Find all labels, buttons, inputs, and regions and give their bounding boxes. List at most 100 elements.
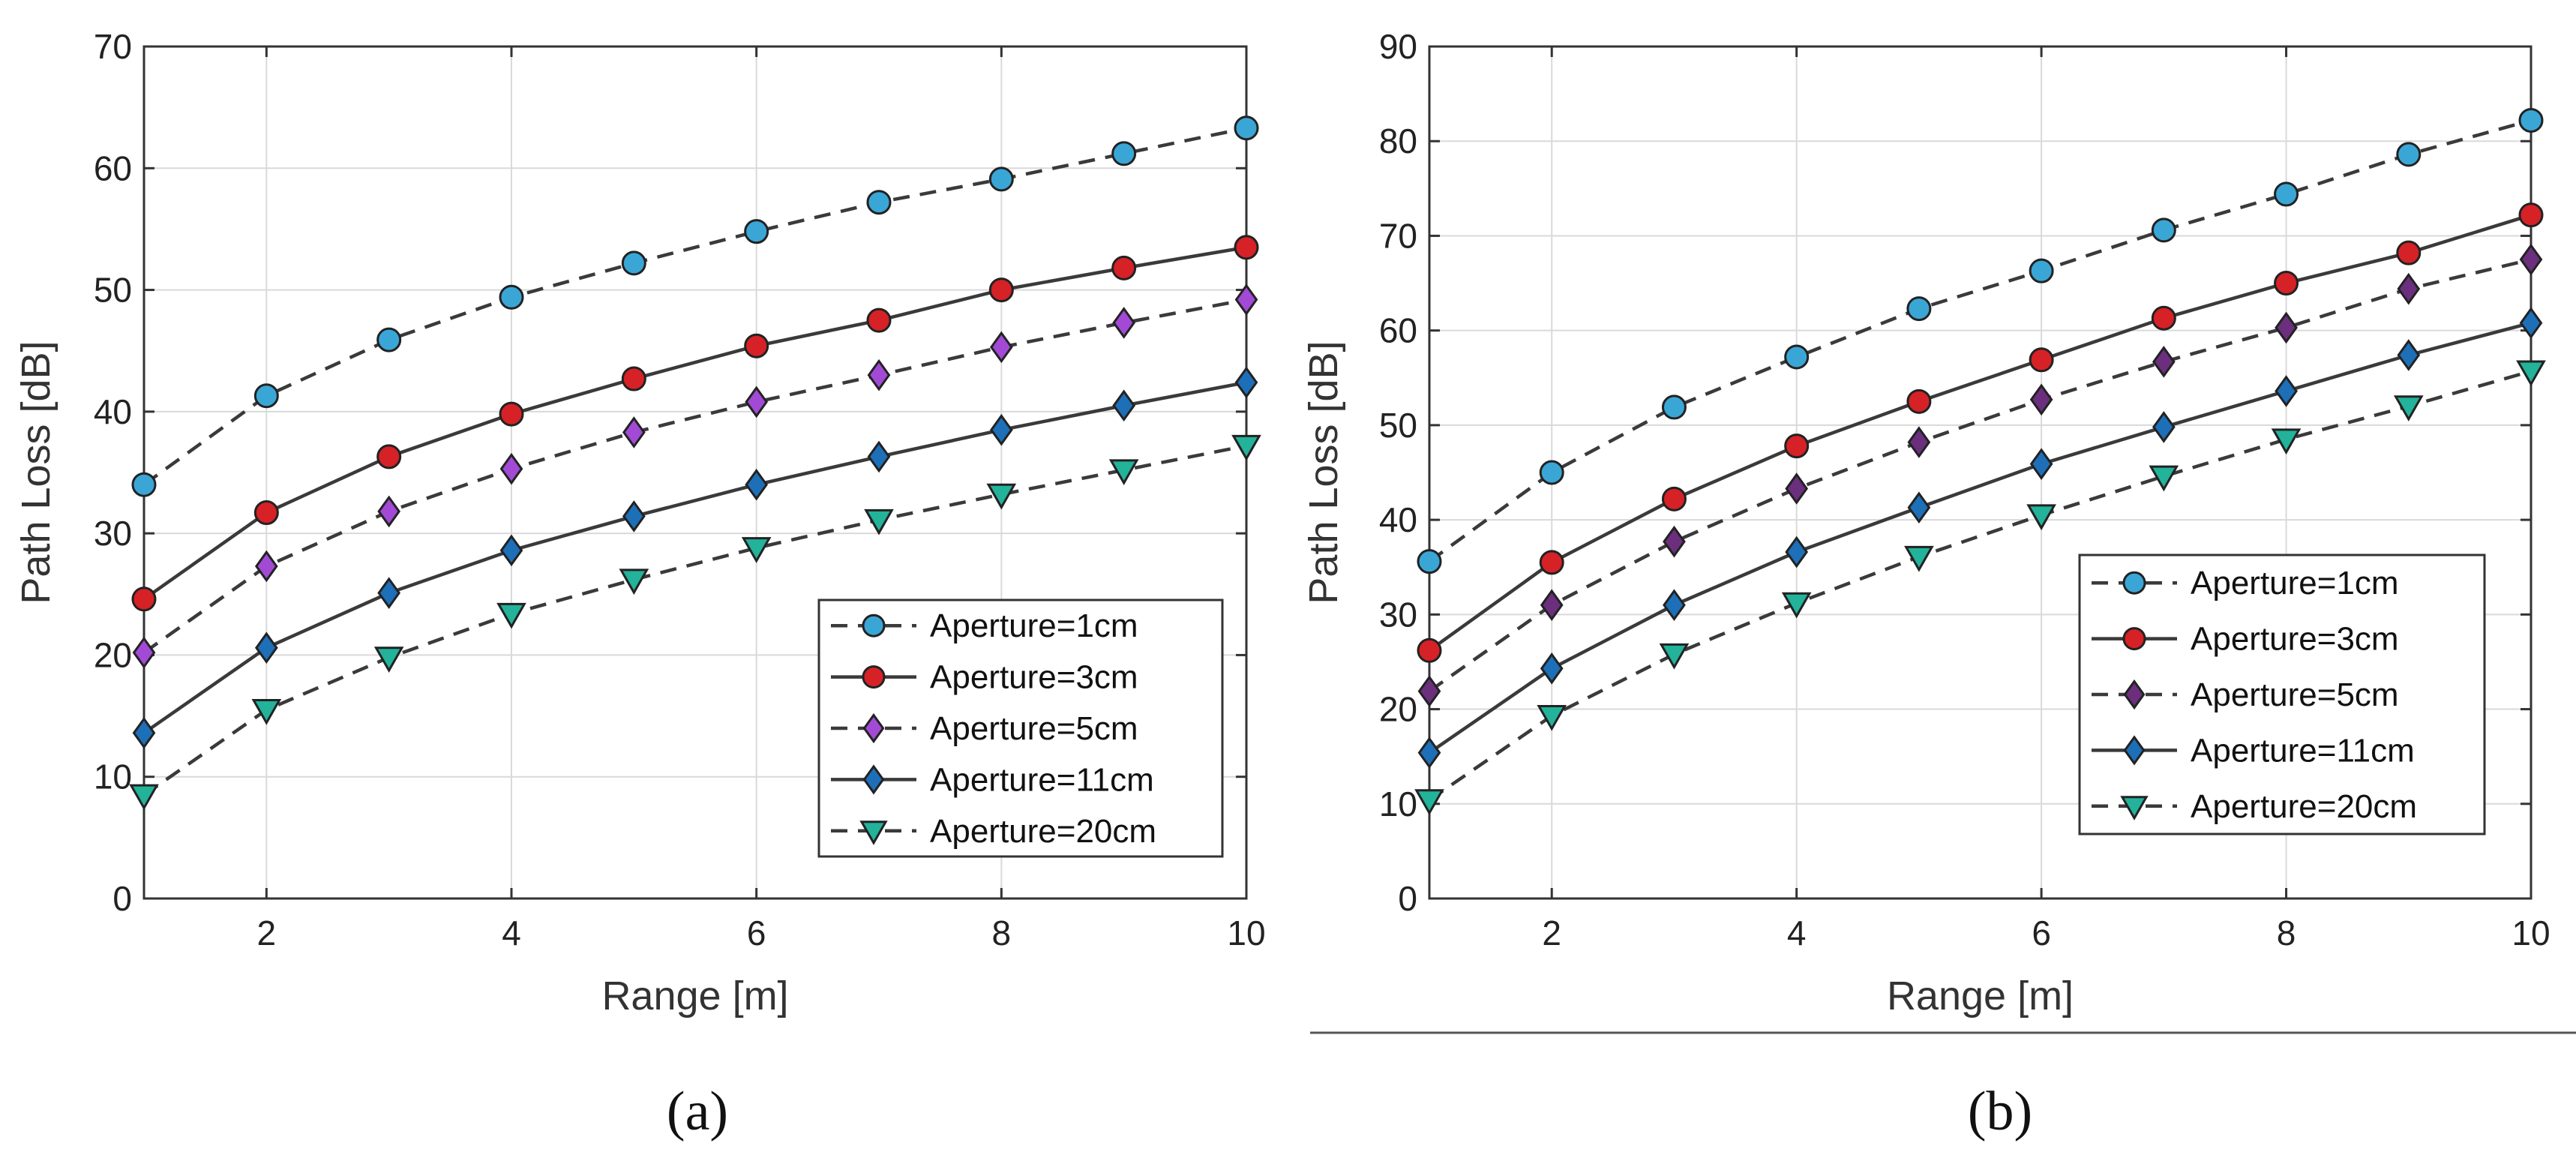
legend-label-b-0: Aperture=1cm <box>2191 565 2399 602</box>
data-point-a-3-9 <box>1234 366 1258 399</box>
data-point-a-3-1 <box>254 632 278 664</box>
x-axis-title-b: Range [m] <box>1887 974 2074 1018</box>
data-point-a-1-1 <box>253 500 279 526</box>
series-a-4 <box>129 434 1261 811</box>
data-point-b-3-7 <box>2275 375 2298 407</box>
y-axis-title-a: Path Loss [dB] <box>13 340 58 604</box>
series-line-a-3 <box>142 380 1247 735</box>
y-tick-label-a-1: 10 <box>94 758 132 796</box>
y-tick-label-a-6: 60 <box>94 148 132 188</box>
legend-label-a-4: Aperture=20cm <box>930 813 1156 850</box>
data-point-a-2-1 <box>254 550 278 583</box>
data-point-b-1-4 <box>1906 388 1932 414</box>
y-tick-label-b-3: 30 <box>1379 595 1417 634</box>
data-point-a-3-4 <box>622 500 646 532</box>
y-tick-label-b-0: 0 <box>1398 879 1417 918</box>
data-point-b-2-3 <box>1785 472 1809 505</box>
legend-label-a-2: Aperture=5cm <box>930 710 1138 747</box>
series-line-b-2 <box>1428 257 2532 693</box>
data-point-b-4-7 <box>2271 428 2302 455</box>
y-tick-label-b-4: 40 <box>1379 500 1417 539</box>
y-tick-label-b-1: 10 <box>1379 784 1417 824</box>
x-tick-label-a-0: 2 <box>257 914 277 952</box>
data-point-b-2-1 <box>1540 589 1564 622</box>
data-point-a-1-7 <box>988 278 1014 303</box>
data-point-a-0-1 <box>253 383 279 409</box>
data-point-a-3-6 <box>867 440 891 473</box>
data-point-a-2-6 <box>867 358 891 392</box>
data-point-a-2-7 <box>989 331 1013 364</box>
series-b-2 <box>1417 243 2543 707</box>
legend-label-a-0: Aperture=1cm <box>930 608 1138 644</box>
chart-panel-b: 2 4 6 8 10 0 10 20 30 40 50 60 70 80 90 Range [m] Path L… <box>1288 0 2576 1161</box>
data-point-b-0-6 <box>2151 218 2176 243</box>
data-point-b-3-4 <box>1907 491 1931 524</box>
data-point-b-4-5 <box>2026 504 2056 531</box>
data-point-a-0-0 <box>131 472 157 497</box>
legend-label-b-2: Aperture=5cm <box>2191 676 2399 713</box>
data-point-a-1-3 <box>499 401 524 427</box>
x-tick-label-b-1: 4 <box>1787 914 1807 952</box>
series-b-4 <box>1414 360 2546 816</box>
legend-marker-b-2 <box>2123 679 2146 710</box>
data-point-b-0-7 <box>2274 182 2299 207</box>
data-point-b-3-3 <box>1785 536 1809 568</box>
data-point-a-4-1 <box>251 699 282 725</box>
series-b-0 <box>1417 107 2544 574</box>
y-tick-label-b-9: 90 <box>1379 27 1417 66</box>
data-point-a-1-9 <box>1234 235 1259 260</box>
data-point-a-2-4 <box>622 416 646 448</box>
chart-b: 2 4 6 8 10 0 10 20 30 40 50 60 70 80 90 Range [m] Path L… <box>1301 27 2576 1034</box>
data-point-a-4-3 <box>496 602 526 629</box>
data-point-a-0-8 <box>1111 141 1137 166</box>
data-point-a-0-6 <box>866 190 892 215</box>
x-tick-label-a-3: 8 <box>992 914 1012 952</box>
data-point-a-4-6 <box>864 508 894 536</box>
data-point-b-4-1 <box>1537 704 1567 731</box>
data-point-a-1-8 <box>1111 255 1137 280</box>
series-b-3 <box>1417 307 2543 769</box>
y-tick-label-a-7: 70 <box>94 27 132 66</box>
data-point-b-3-2 <box>1663 589 1686 622</box>
data-point-a-4-5 <box>741 537 772 563</box>
data-point-b-1-3 <box>1784 434 1810 459</box>
data-point-b-0-4 <box>1906 296 1932 322</box>
series-line-b-0 <box>1428 118 2532 563</box>
data-point-a-3-0 <box>132 716 156 749</box>
data-point-b-4-8 <box>2393 395 2424 422</box>
data-point-b-1-6 <box>2151 305 2176 331</box>
series-line-a-4 <box>142 444 1247 796</box>
data-point-b-4-3 <box>1781 592 1812 619</box>
series-a-0 <box>131 116 1259 497</box>
data-point-a-0-2 <box>376 327 402 352</box>
data-point-b-3-8 <box>2397 339 2421 371</box>
data-point-a-0-3 <box>499 284 524 310</box>
legend-label-a-3: Aperture=11cm <box>930 761 1154 798</box>
y-axis-title-b: Path Loss [dB] <box>1301 340 1346 604</box>
data-point-a-2-2 <box>377 495 401 528</box>
data-point-b-2-8 <box>2397 272 2421 305</box>
legend-marker-b-1 <box>2122 627 2146 651</box>
data-point-b-2-4 <box>1907 426 1931 458</box>
data-point-a-1-5 <box>744 333 769 358</box>
data-point-a-1-0 <box>131 586 157 612</box>
data-point-b-2-9 <box>2519 243 2543 276</box>
data-point-b-2-2 <box>1663 525 1686 558</box>
legend-marker-a-4 <box>859 820 888 845</box>
data-point-a-3-7 <box>989 413 1013 446</box>
data-point-b-3-0 <box>1417 736 1441 769</box>
data-point-b-2-7 <box>2275 311 2298 344</box>
data-point-b-0-1 <box>1539 460 1564 485</box>
series-a-3 <box>132 366 1258 749</box>
y-tick-label-a-2: 20 <box>94 635 132 674</box>
data-point-b-3-5 <box>2029 448 2053 480</box>
data-point-a-2-9 <box>1234 284 1258 316</box>
y-tick-label-a-4: 40 <box>94 392 132 431</box>
data-point-b-4-2 <box>1659 643 1690 670</box>
data-point-b-1-1 <box>1539 550 1564 575</box>
series-line-a-2 <box>142 298 1247 655</box>
legend-label-b-4: Aperture=20cm <box>2191 788 2417 825</box>
data-point-b-2-0 <box>1417 675 1441 707</box>
data-point-a-4-8 <box>1108 459 1139 486</box>
y-tick-label-a-0: 0 <box>112 879 132 918</box>
